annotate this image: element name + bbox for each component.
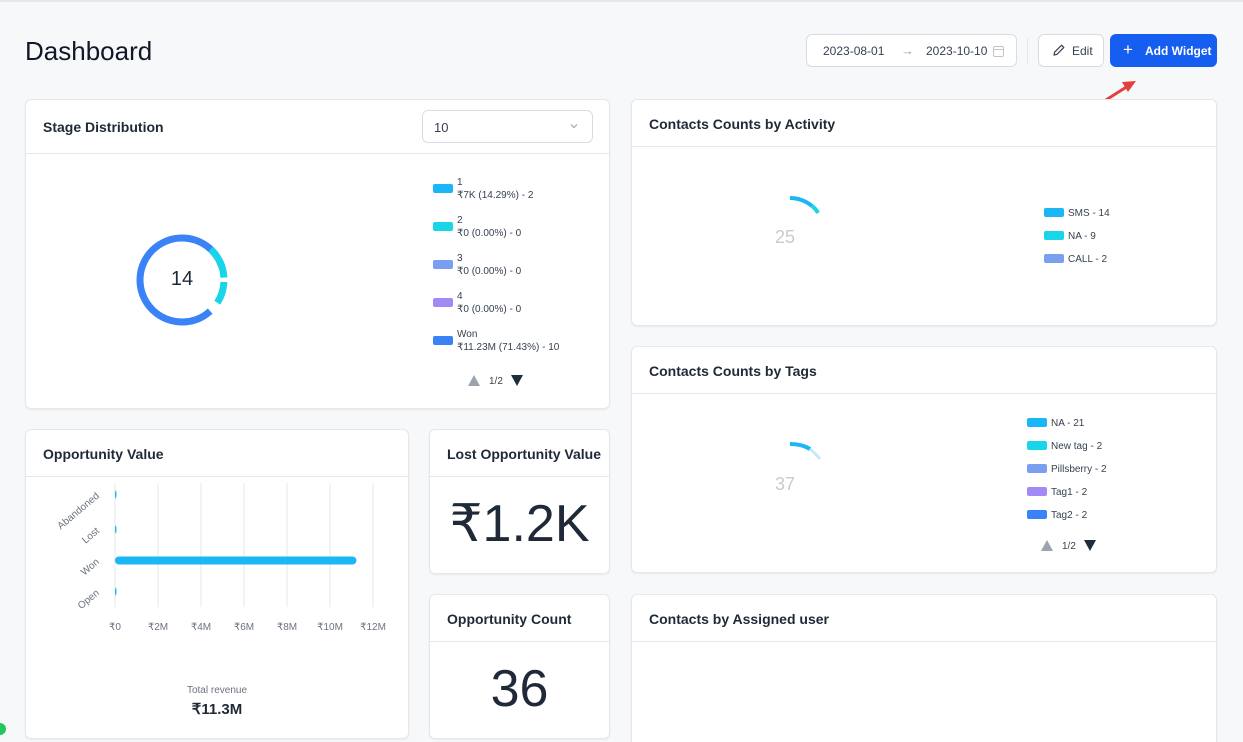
calendar-icon bbox=[993, 46, 1004, 57]
bar-open[interactable] bbox=[115, 587, 117, 596]
y-category-label: Won bbox=[79, 557, 102, 579]
top-border bbox=[0, 0, 1243, 2]
opportunity-count-card: Opportunity Count 36 bbox=[429, 594, 610, 739]
contacts-tags-card: Contacts Counts by Tags 37 NA - 21 New t… bbox=[631, 346, 1217, 573]
card-title: Contacts by Assigned user bbox=[649, 611, 829, 627]
card-header: Opportunity Count bbox=[430, 595, 609, 642]
stage-select[interactable]: 10 bbox=[422, 110, 593, 143]
x-tick-label: ₹10M bbox=[317, 622, 343, 633]
legend-item[interactable]: 2 ₹0 (0.00%) - 0 bbox=[457, 215, 522, 239]
legend-swatch bbox=[1044, 231, 1064, 240]
legend-swatch bbox=[1027, 418, 1047, 427]
legend-swatch bbox=[433, 222, 453, 231]
legend-item[interactable]: 1 ₹7K (14.29%) - 2 bbox=[457, 177, 534, 201]
card-title: Contacts Counts by Tags bbox=[649, 363, 817, 379]
add-widget-button-label: Add Widget bbox=[1145, 44, 1212, 58]
legend-swatch bbox=[1044, 254, 1064, 263]
opportunity-count-value: 36 bbox=[490, 660, 549, 718]
plus-icon: + bbox=[1123, 40, 1133, 59]
arrow-right-icon: → bbox=[901, 43, 914, 58]
toolbar-divider bbox=[1027, 38, 1028, 64]
card-header: Contacts Counts by Tags bbox=[632, 347, 1216, 394]
x-tick-label: ₹0 bbox=[109, 622, 121, 633]
contacts-activity-card: Contacts Counts by Activity 25 SMS - 14 … bbox=[631, 99, 1217, 326]
y-category-label: Abandoned bbox=[56, 491, 102, 532]
lost-opportunity-value: ₹1.2K bbox=[449, 495, 590, 553]
legend-item[interactable]: New tag - 2 bbox=[1051, 441, 1103, 452]
legend-item[interactable]: Tag1 - 2 bbox=[1051, 487, 1088, 498]
x-tick-label: ₹8M bbox=[277, 622, 297, 633]
x-tick-label: ₹6M bbox=[234, 622, 254, 633]
card-header: Opportunity Value bbox=[26, 430, 408, 477]
legend-prev-page-icon[interactable] bbox=[1041, 540, 1053, 551]
legend-item[interactable]: CALL - 2 bbox=[1068, 254, 1108, 265]
stage-select-value: 10 bbox=[434, 120, 449, 135]
x-tick-label: ₹2M bbox=[148, 622, 168, 633]
activity-total: 25 bbox=[775, 227, 796, 247]
chevron-down-icon bbox=[570, 124, 578, 129]
legend-item[interactable]: SMS - 14 bbox=[1068, 208, 1110, 219]
contacts-assigned-card: Contacts by Assigned user bbox=[631, 594, 1217, 742]
status-dot bbox=[0, 723, 6, 735]
date-to[interactable]: 2023-10-10 bbox=[926, 44, 988, 58]
stage-donut-chart[interactable] bbox=[132, 230, 232, 330]
edit-button[interactable]: Edit bbox=[1038, 34, 1104, 67]
total-revenue-value: ₹11.3M bbox=[191, 701, 243, 718]
tags-donut-chart[interactable] bbox=[782, 435, 832, 465]
pencil-icon bbox=[1053, 44, 1065, 56]
lost-opportunity-card: Lost Opportunity Value ₹1.2K bbox=[429, 429, 610, 574]
legend-next-page-icon[interactable] bbox=[1084, 540, 1096, 551]
legend-swatch bbox=[433, 336, 453, 345]
edit-button-label: Edit bbox=[1072, 44, 1093, 58]
legend-next-page-icon[interactable] bbox=[511, 375, 523, 386]
card-title: Stage Distribution bbox=[43, 119, 164, 135]
card-title: Opportunity Count bbox=[447, 611, 572, 627]
legend-page-indicator: 1/2 bbox=[1062, 541, 1076, 552]
tags-total: 37 bbox=[775, 474, 796, 494]
stage-distribution-card: Stage Distribution 10 14 1 ₹7K (14.29%) -… bbox=[25, 99, 610, 409]
card-title: Opportunity Value bbox=[43, 446, 164, 462]
date-from[interactable]: 2023-08-01 bbox=[823, 44, 885, 58]
legend-item[interactable]: 4 ₹0 (0.00%) - 0 bbox=[457, 291, 522, 315]
legend-swatch bbox=[433, 184, 453, 193]
activity-donut-chart[interactable] bbox=[782, 190, 832, 220]
bar-lost[interactable] bbox=[115, 525, 117, 534]
legend-swatch bbox=[1044, 208, 1064, 217]
card-header: Stage Distribution 10 bbox=[26, 100, 609, 154]
card-title: Lost Opportunity Value bbox=[447, 446, 602, 462]
card-header: Contacts by Assigned user bbox=[632, 595, 1216, 642]
legend-page-indicator: 1/2 bbox=[489, 376, 503, 387]
legend-swatch bbox=[1027, 510, 1047, 519]
add-widget-button[interactable]: + Add Widget bbox=[1110, 34, 1217, 67]
date-range-picker[interactable]: 2023-08-01 → 2023-10-10 bbox=[806, 34, 1017, 67]
legend-item[interactable]: NA - 9 bbox=[1068, 231, 1096, 242]
legend-swatch bbox=[1027, 487, 1047, 496]
y-category-label: Lost bbox=[80, 526, 102, 547]
total-revenue-label: Total revenue bbox=[186, 685, 248, 696]
opportunity-value-card: Opportunity Value ₹0 ₹2M ₹4M ₹6M ₹8M ₹10M ₹12M… bbox=[25, 429, 409, 739]
card-header: Lost Opportunity Value bbox=[430, 430, 609, 477]
x-tick-label: ₹12M bbox=[360, 622, 386, 633]
legend-item[interactable]: Tag2 - 2 bbox=[1051, 510, 1088, 521]
card-header: Contacts Counts by Activity bbox=[632, 100, 1216, 147]
legend-item[interactable]: NA - 21 bbox=[1051, 418, 1085, 429]
y-category-label: Open bbox=[76, 588, 102, 612]
legend-swatch bbox=[1027, 441, 1047, 450]
stage-total: 14 bbox=[170, 268, 194, 290]
legend-item[interactable]: 3 ₹0 (0.00%) - 0 bbox=[457, 253, 522, 277]
x-tick-label: ₹4M bbox=[191, 622, 211, 633]
bar-won[interactable] bbox=[115, 556, 357, 565]
legend-swatch bbox=[1027, 464, 1047, 473]
legend-swatch bbox=[433, 260, 453, 269]
legend-item[interactable]: Won ₹11.23M (71.43%) - 10 bbox=[457, 329, 560, 353]
card-title: Contacts Counts by Activity bbox=[649, 116, 836, 132]
legend-swatch bbox=[433, 298, 453, 307]
page-title: Dashboard bbox=[25, 36, 153, 66]
legend-item[interactable]: Pillsberry - 2 bbox=[1051, 464, 1107, 475]
legend-prev-page-icon[interactable] bbox=[468, 375, 480, 386]
bar-abandoned[interactable] bbox=[115, 490, 117, 499]
